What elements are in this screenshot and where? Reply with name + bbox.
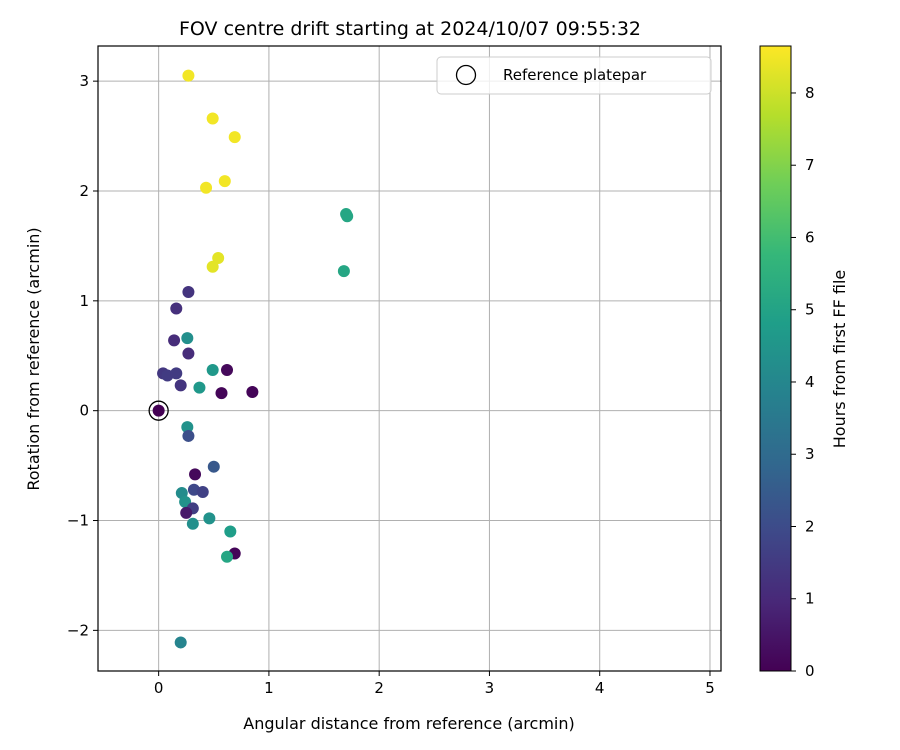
data-point (193, 381, 206, 394)
data-point (170, 367, 183, 380)
x-tick-label: 4 (595, 679, 605, 697)
y-tick-label: −2 (67, 621, 89, 639)
x-tick-label: 3 (485, 679, 495, 697)
reference-marker (148, 400, 169, 421)
data-point (212, 251, 225, 264)
data-point (180, 506, 193, 519)
data-point (341, 210, 354, 223)
plot-frame (97, 45, 722, 672)
data-point (189, 468, 202, 481)
data-point (182, 429, 195, 442)
y-axis-title: Rotation from reference (arcmin) (24, 227, 43, 490)
data-point (215, 387, 228, 400)
data-point (246, 386, 259, 399)
data-point (228, 131, 241, 144)
data-point (168, 334, 181, 347)
colorbar: 0 1 2 3 4 5 6 7 8 Hours from first FF file (759, 45, 849, 680)
data-point (174, 636, 187, 649)
colorbar-tick-label: 3 (805, 445, 815, 463)
reference-platepar-marker (148, 400, 169, 421)
legend-entry-reference-platepar: Reference platepar (503, 66, 647, 84)
x-tick-label: 2 (374, 679, 384, 697)
chart-title: FOV centre drift starting at 2024/10/07 … (179, 18, 641, 40)
data-point (170, 302, 183, 315)
data-point (224, 525, 237, 538)
y-tick-label: 0 (79, 402, 89, 420)
data-point (174, 379, 187, 392)
colorbar-tick-label: 4 (805, 373, 815, 391)
y-axis-ticks: −2 −1 0 1 2 3 (67, 72, 98, 639)
legend: Reference platepar (436, 56, 712, 95)
data-point (182, 347, 195, 360)
data-point (221, 550, 234, 563)
colorbar-gradient (759, 45, 792, 672)
data-point (203, 512, 216, 525)
y-tick-label: 3 (79, 72, 89, 90)
data-point (206, 260, 219, 273)
data-point (196, 485, 209, 498)
colorbar-tick-label: 1 (805, 590, 815, 608)
colorbar-tick-label: 2 (805, 517, 815, 535)
data-point (182, 69, 195, 82)
y-tick-label: 2 (79, 182, 89, 200)
colorbar-tick-label: 6 (805, 228, 815, 246)
y-tick-label: −1 (67, 512, 89, 530)
data-point (152, 404, 165, 417)
data-point (182, 286, 195, 299)
colorbar-tick-label: 7 (805, 156, 815, 174)
data-point (200, 181, 213, 194)
legend-box (436, 56, 712, 95)
x-tick-label: 0 (154, 679, 164, 697)
colorbar-tick-label: 5 (805, 301, 815, 319)
x-tick-label: 1 (264, 679, 274, 697)
legend-reference-marker (455, 64, 477, 86)
colorbar-label: Hours from first FF file (830, 270, 849, 449)
data-points (152, 69, 354, 649)
x-axis-ticks: 0 1 2 3 4 5 (154, 671, 715, 697)
data-point (206, 112, 219, 125)
y-tick-label: 1 (79, 292, 89, 310)
data-point (181, 421, 194, 434)
data-point (186, 517, 199, 530)
x-axis-title: Angular distance from reference (arcmin) (243, 714, 574, 733)
data-point (218, 175, 231, 188)
x-tick-label: 5 (705, 679, 715, 697)
data-point (337, 265, 350, 278)
colorbar-tick-label: 0 (805, 662, 815, 680)
data-point (181, 332, 194, 345)
colorbar-tick-label: 8 (805, 84, 815, 102)
data-point (221, 364, 234, 377)
data-point (207, 460, 220, 473)
colorbar-ticks: 0 1 2 3 4 5 6 7 8 (791, 84, 815, 680)
data-point (206, 364, 219, 377)
